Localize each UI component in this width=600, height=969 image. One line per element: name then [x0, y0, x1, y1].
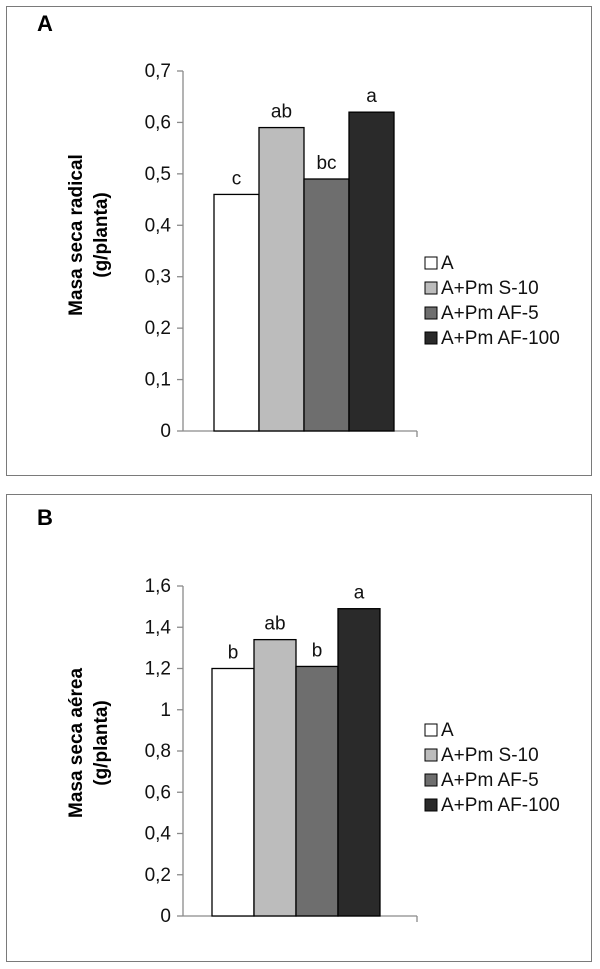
legend-entry: A+Pm AF-5: [441, 303, 539, 324]
legend-swatch: [424, 723, 438, 737]
legend-entry: A+Pm AF-100: [441, 795, 560, 816]
y-tick-label: 0,3: [145, 267, 171, 288]
legend-swatch: [424, 748, 438, 762]
bar: [211, 667, 255, 917]
y-axis-label-unit: (g/planta): [91, 700, 112, 786]
y-tick-label: 0,7: [145, 61, 171, 82]
legend-swatch: [424, 281, 438, 295]
legend-entry: A: [441, 720, 454, 741]
bar-significance-label: a: [354, 583, 365, 604]
y-tick-label: 0,5: [145, 164, 171, 185]
y-tick-label: 0,8: [145, 741, 171, 762]
y-axis-label: Masa seca radical: [66, 154, 87, 316]
panel-label: B: [37, 505, 53, 530]
y-tick-label: 0,1: [145, 370, 171, 391]
panel-label: A: [37, 11, 53, 36]
bar-significance-label: c: [232, 168, 242, 189]
bar: [258, 126, 305, 432]
chart-panel-b: B Masa seca aérea (g/planta) 0 0,2 0,4 0,6 0,8 1…: [6, 494, 592, 962]
legend-swatch: [424, 331, 438, 345]
y-tick-label: 1,4: [145, 617, 172, 638]
y-tick-label: 1,6: [145, 576, 171, 597]
y-tick-label: 0,6: [145, 782, 171, 803]
bar: [303, 178, 350, 432]
legend-entry: A+Pm S-10: [441, 278, 539, 299]
bar-significance-label: b: [312, 640, 323, 661]
bar-significance-label: ab: [271, 102, 292, 123]
bar-significance-label: bc: [316, 153, 336, 174]
y-tick-label: 0,4: [145, 824, 172, 845]
bar: [253, 638, 297, 917]
y-tick-label: 0,6: [145, 112, 171, 133]
y-tick-label: 0,2: [145, 318, 171, 339]
y-tick-label: 0,2: [145, 865, 171, 886]
legend-entry: A+Pm S-10: [441, 745, 539, 766]
legend-swatch: [424, 798, 438, 812]
y-axis-label-unit: (g/planta): [91, 192, 112, 278]
bar: [348, 111, 395, 432]
bar: [213, 193, 260, 432]
y-tick-label: 0: [160, 906, 171, 927]
legend-entry: A: [441, 253, 454, 274]
bar-significance-label: ab: [264, 614, 285, 635]
y-tick-label: 0,4: [145, 215, 172, 236]
y-axis-label: Masa seca aérea: [66, 668, 87, 818]
y-tick-label: 1: [160, 700, 171, 721]
bar: [295, 665, 339, 917]
legend-swatch: [424, 256, 438, 270]
legend-entry: A+Pm AF-5: [441, 770, 539, 791]
chart-a-svg: A Masa seca radical (g/planta) 0 0,1 0,2 0,3 0,…: [37, 11, 560, 442]
chart-b-svg: B Masa seca aérea (g/planta) 0 0,2 0,4 0,6 0,8 1…: [37, 505, 560, 927]
legend-entry: A+Pm AF-100: [441, 328, 560, 349]
bar: [337, 608, 381, 917]
y-tick-label: 1,2: [145, 659, 171, 680]
bar-significance-label: b: [228, 643, 239, 664]
bar-significance-label: a: [366, 86, 377, 107]
legend-swatch: [424, 773, 438, 787]
chart-panel-a: A Masa seca radical (g/planta) 0 0,1 0,2 0,3 0,…: [6, 6, 592, 476]
y-tick-label: 0: [160, 421, 171, 442]
legend-swatch: [424, 306, 438, 320]
